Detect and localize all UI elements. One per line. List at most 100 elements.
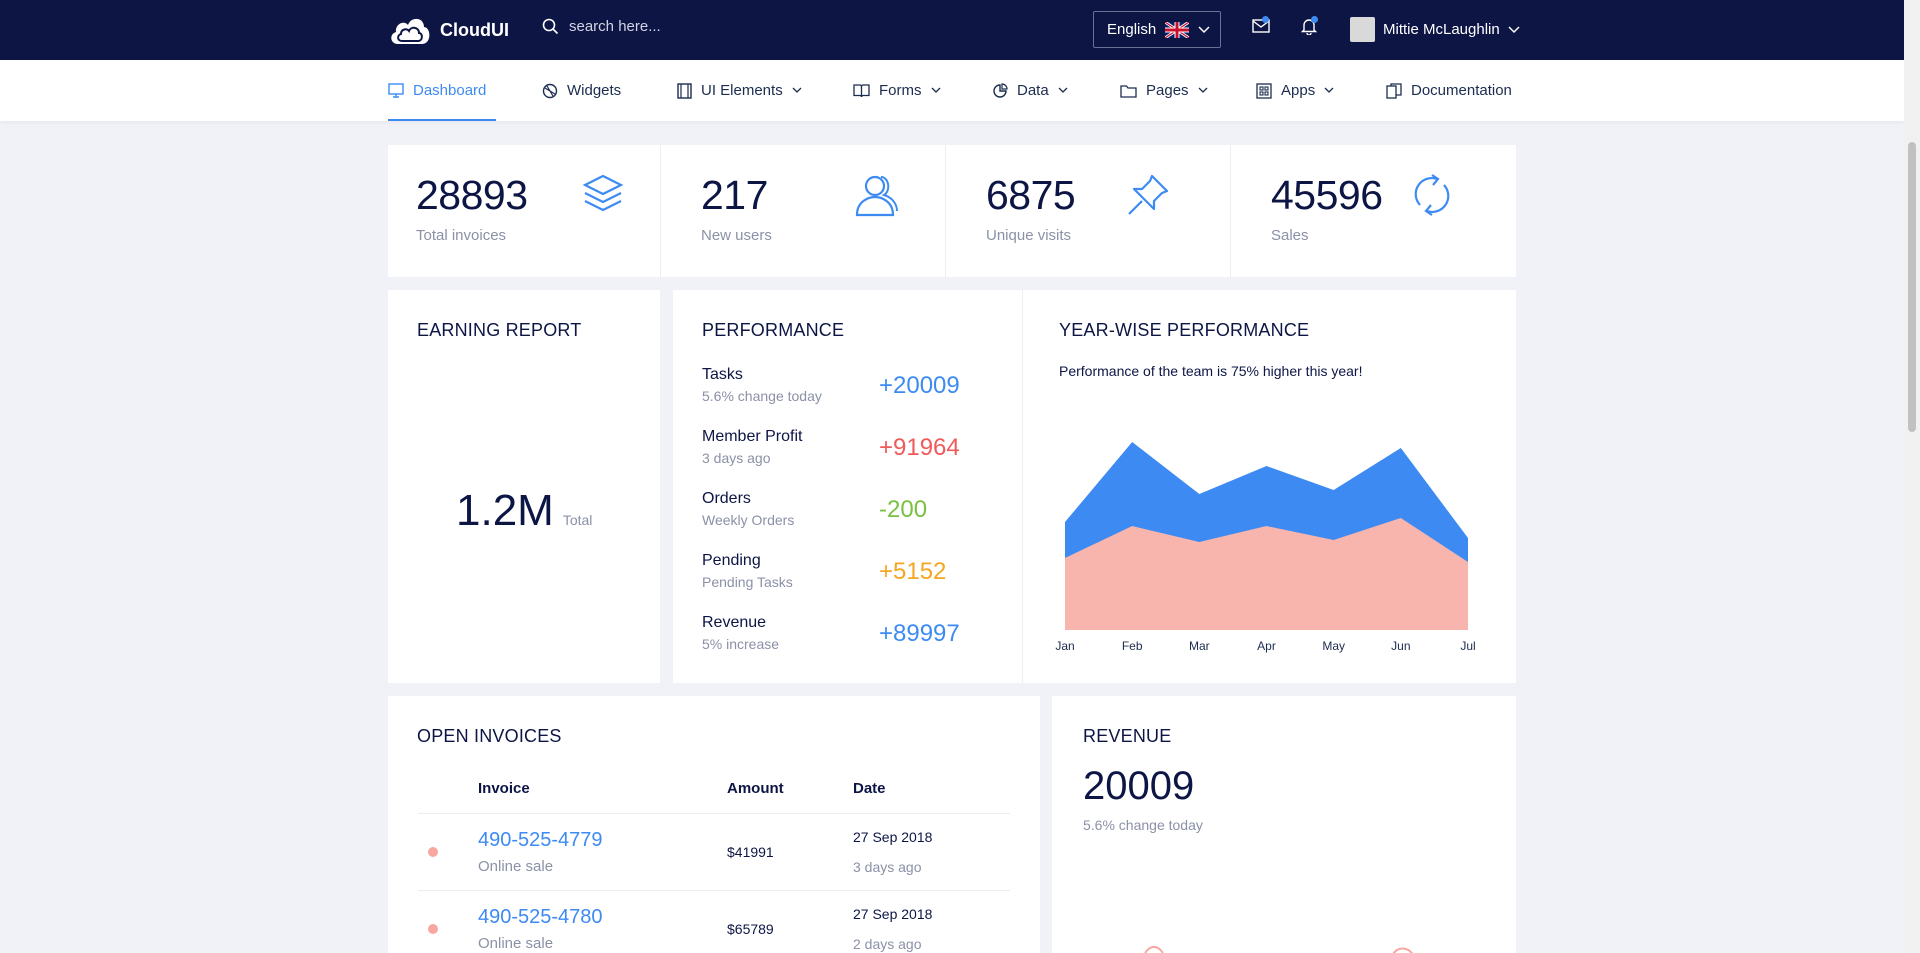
stats-row: 28893 Total invoices 217 New users 6875 …: [388, 145, 1516, 277]
x-tick-label: Feb: [1122, 639, 1143, 653]
nav-item-pages[interactable]: Pages: [1120, 60, 1208, 121]
grid-icon: [1256, 82, 1272, 99]
nav-item-forms[interactable]: Forms: [853, 60, 941, 121]
language-select[interactable]: English: [1093, 11, 1221, 48]
stat-value: 28893: [416, 172, 528, 218]
user-name: Mittie McLaughlin: [1383, 21, 1500, 38]
invoice-ago: 2 days ago: [853, 936, 922, 952]
perf-row-member-profit: Member Profit 3 days ago +91964: [702, 428, 972, 466]
earning-value: 1.2M: [456, 486, 554, 535]
perf-value: -200: [879, 496, 928, 523]
nav-label: Dashboard: [413, 82, 487, 99]
x-tick-label: Apr: [1257, 639, 1276, 653]
top-bar: CloudUI English: [0, 0, 1904, 60]
folder-icon: [1120, 84, 1137, 98]
stat-new-users: 217 New users: [673, 145, 945, 277]
perf-row-pending: Pending Pending Tasks +5152: [702, 552, 972, 590]
column-header-invoice: Invoice: [478, 780, 530, 797]
nav-label: Data: [1017, 82, 1049, 99]
scrollbar-thumb[interactable]: [1908, 142, 1916, 432]
invoice-link[interactable]: 490-525-4780: [478, 906, 603, 928]
perf-sub: 3 days ago: [702, 450, 771, 466]
revenue-sub: 5.6% change today: [1083, 817, 1203, 833]
stat-label: Total invoices: [416, 227, 507, 244]
uk-flag-icon: [1165, 21, 1190, 38]
perf-row-tasks: Tasks 5.6% change today +20009: [702, 366, 972, 404]
invoice-type: Online sale: [478, 935, 554, 952]
x-tick-label: Mar: [1189, 639, 1210, 653]
search-icon[interactable]: [542, 18, 559, 35]
chevron-down-icon: [931, 87, 940, 93]
stat-label: New users: [701, 227, 772, 244]
x-tick-label: Jun: [1391, 639, 1410, 653]
perf-sub: Pending Tasks: [702, 574, 793, 590]
stat-total-invoices: 28893 Total invoices: [388, 145, 660, 277]
stat-label: Unique visits: [986, 227, 1072, 244]
card-title: PERFORMANCE: [702, 320, 845, 340]
user-menu[interactable]: Mittie McLaughlin: [1350, 17, 1520, 42]
perf-name: Tasks: [702, 366, 743, 383]
column-header-date: Date: [853, 780, 886, 797]
chevron-down-icon: [1508, 25, 1520, 33]
earning-suffix: Total: [562, 512, 593, 528]
stat-value: 217: [701, 172, 768, 218]
pin-icon: [1128, 174, 1169, 215]
invoice-ago: 3 days ago: [853, 859, 922, 875]
column-header-amount: Amount: [727, 780, 784, 797]
monitor-icon: [388, 83, 404, 98]
nav-label: Widgets: [567, 82, 622, 99]
card-title: YEAR-WISE PERFORMANCE: [1059, 320, 1310, 340]
perf-name: Pending: [702, 552, 761, 569]
invoice-link[interactable]: 490-525-4779: [478, 829, 603, 851]
nav-label: Pages: [1146, 82, 1189, 99]
divider: [945, 145, 946, 277]
status-dot: [428, 847, 438, 857]
nav-item-data[interactable]: Data: [992, 60, 1068, 121]
nav-item-ui-elements[interactable]: UI Elements: [677, 60, 802, 121]
notification-dot: [1262, 16, 1269, 23]
performance-card: PERFORMANCE Tasks 5.6% change today +200…: [673, 290, 1516, 683]
search-input[interactable]: [569, 18, 829, 35]
nav-item-widgets[interactable]: Widgets: [542, 60, 621, 121]
perf-sub: Weekly Orders: [702, 512, 795, 528]
notifications-button[interactable]: [1300, 16, 1318, 40]
brand[interactable]: CloudUI: [388, 12, 509, 48]
area-series-2: [1065, 518, 1468, 630]
messages-button[interactable]: [1252, 16, 1270, 38]
divider: [660, 145, 661, 277]
chevron-down-icon: [1198, 25, 1210, 33]
divider: [1230, 145, 1231, 277]
invoice-amount: $41991: [727, 844, 774, 860]
earning-report-card: EARNING REPORT 1.2M Total: [388, 290, 660, 683]
envelope-icon: [1252, 19, 1270, 33]
nav-label: UI Elements: [701, 82, 783, 99]
nav-item-documentation[interactable]: Documentation: [1386, 60, 1512, 121]
card-title: REVENUE: [1083, 726, 1172, 746]
chevron-down-icon: [1324, 87, 1334, 93]
perf-name: Member Profit: [702, 428, 803, 445]
avatar: [1350, 17, 1375, 42]
nav-item-dashboard[interactable]: Dashboard: [388, 60, 496, 121]
invoice-amount: $65789: [727, 921, 774, 937]
perf-name: Revenue: [702, 614, 767, 631]
divider: [418, 890, 1010, 891]
status-dot: [428, 924, 438, 934]
perf-name: Orders: [702, 490, 751, 507]
x-tick-label: Jan: [1055, 639, 1074, 653]
perf-value: +20009: [879, 372, 960, 399]
scrollbar[interactable]: [1904, 0, 1920, 953]
card-title: EARNING REPORT: [417, 320, 582, 340]
x-tick-label: May: [1322, 639, 1345, 653]
earning-total: 1.2M Total: [456, 486, 592, 536]
stat-label: Sales: [1271, 227, 1309, 244]
nav-item-apps[interactable]: Apps: [1256, 60, 1334, 121]
x-tick-label: Jul: [1460, 639, 1475, 653]
perf-row-orders: Orders Weekly Orders -200: [702, 490, 972, 528]
language-label: English: [1107, 21, 1157, 38]
year-wise-area-chart: Jan Feb Mar Apr May Jun Jul: [1055, 442, 1476, 653]
book-icon: [853, 84, 870, 98]
invoice-date: 27 Sep 2018: [853, 829, 933, 845]
perf-value: +5152: [879, 558, 947, 585]
pie-icon: [993, 82, 1008, 98]
nav-label: Documentation: [1411, 82, 1512, 99]
